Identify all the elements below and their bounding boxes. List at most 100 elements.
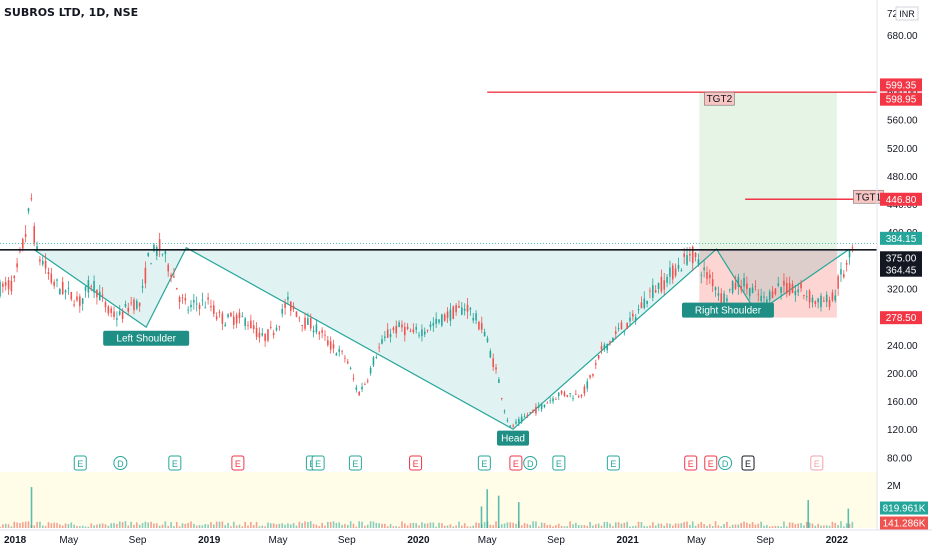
candle-body [215, 316, 218, 320]
candle-body [757, 294, 760, 296]
candle-body [147, 252, 150, 256]
volume-spike [847, 508, 850, 528]
candle-body [193, 300, 195, 303]
candle-body [746, 283, 748, 289]
volume-bar [478, 523, 480, 528]
candle-body [384, 336, 386, 338]
volume-bar [395, 526, 398, 528]
candle-body [113, 311, 115, 317]
volume-bar [820, 525, 822, 528]
dividend-marker [113, 456, 128, 470]
volume-bar [27, 521, 30, 528]
volume-bar [709, 524, 711, 528]
candle-body [346, 361, 349, 364]
volume-bar [70, 522, 73, 528]
earnings-marker [311, 455, 325, 471]
candle-body [167, 264, 169, 272]
volume-bar [555, 525, 557, 528]
candle-body [811, 297, 814, 303]
volume-bar [817, 523, 819, 528]
candle-body [210, 305, 212, 308]
earnings-marker [509, 455, 523, 471]
candle-body [155, 247, 158, 256]
volume-bar [221, 521, 224, 528]
earnings-marker [73, 455, 87, 471]
volume-bar [327, 521, 329, 528]
candle-body [569, 393, 571, 394]
volume-bar [703, 524, 705, 528]
volume-bar [321, 522, 323, 528]
volume-bar [264, 526, 266, 528]
candle-body [595, 363, 597, 365]
candle-body [748, 288, 751, 297]
volume-bar [22, 522, 24, 528]
volume-bar [449, 524, 452, 528]
candle-body [515, 421, 517, 424]
candle-body [53, 281, 55, 286]
candle-body [10, 280, 13, 292]
candle-body [498, 379, 500, 383]
candle-body [378, 347, 380, 349]
volume-bar [312, 524, 315, 528]
volume-bar [595, 524, 597, 528]
candle-body [577, 396, 580, 397]
candle-body [731, 280, 734, 293]
volume-bar [116, 523, 118, 528]
candle-body [478, 321, 480, 330]
candle-body [603, 344, 606, 349]
candle-body [301, 324, 303, 326]
candle-body [637, 309, 640, 311]
candle-body [703, 267, 705, 271]
volume-bar [600, 525, 603, 528]
candle-body [575, 393, 577, 395]
candle-body [338, 349, 341, 352]
candle-body [144, 267, 147, 284]
candle-body [130, 302, 132, 304]
zone-profit [699, 91, 837, 250]
candle-body [495, 367, 497, 370]
candle-body [814, 301, 817, 305]
candle-body [84, 286, 87, 291]
volume-bar [295, 525, 298, 528]
volume-bar [831, 521, 834, 528]
candle-body [737, 277, 740, 287]
volume-bar [33, 525, 36, 528]
volume-bar [446, 525, 449, 528]
candle-body [597, 354, 600, 359]
candle-body [381, 339, 383, 344]
candle-body [252, 325, 255, 330]
volume-bar [36, 521, 38, 528]
price-tick-label: 680.00 [887, 31, 918, 42]
candle-body [834, 295, 837, 301]
price-tag-label: 599.35 [886, 80, 917, 91]
volume-bar [349, 521, 352, 528]
candle-body [683, 253, 685, 257]
volume-bar [107, 525, 110, 528]
volume-bar [113, 522, 115, 528]
candle-body [50, 273, 53, 283]
volume-bar [808, 522, 811, 528]
candle-body [697, 259, 700, 265]
candle-body [674, 268, 677, 276]
volume-spike [480, 506, 483, 528]
volume-bar [834, 522, 837, 528]
volume-bar [700, 522, 703, 528]
time-tick-label: May [59, 535, 78, 546]
volume-bar [198, 525, 201, 528]
volume-bar [592, 525, 594, 528]
volume-bar [386, 526, 389, 528]
volume-bar [640, 522, 643, 528]
candle-body [791, 284, 794, 293]
volume-bar [4, 523, 7, 528]
volume-bar [557, 523, 560, 528]
candle-body [634, 317, 637, 322]
volume-bar [147, 522, 150, 528]
volume-bar [851, 521, 854, 528]
volume-bar [421, 522, 423, 528]
volume-bar [489, 524, 492, 528]
candle-body [141, 286, 144, 288]
price-tag-label: 364.45 [886, 266, 917, 277]
target-label-tgt1: TGT1 [856, 192, 882, 203]
price-tick-label: 72 [887, 9, 899, 20]
